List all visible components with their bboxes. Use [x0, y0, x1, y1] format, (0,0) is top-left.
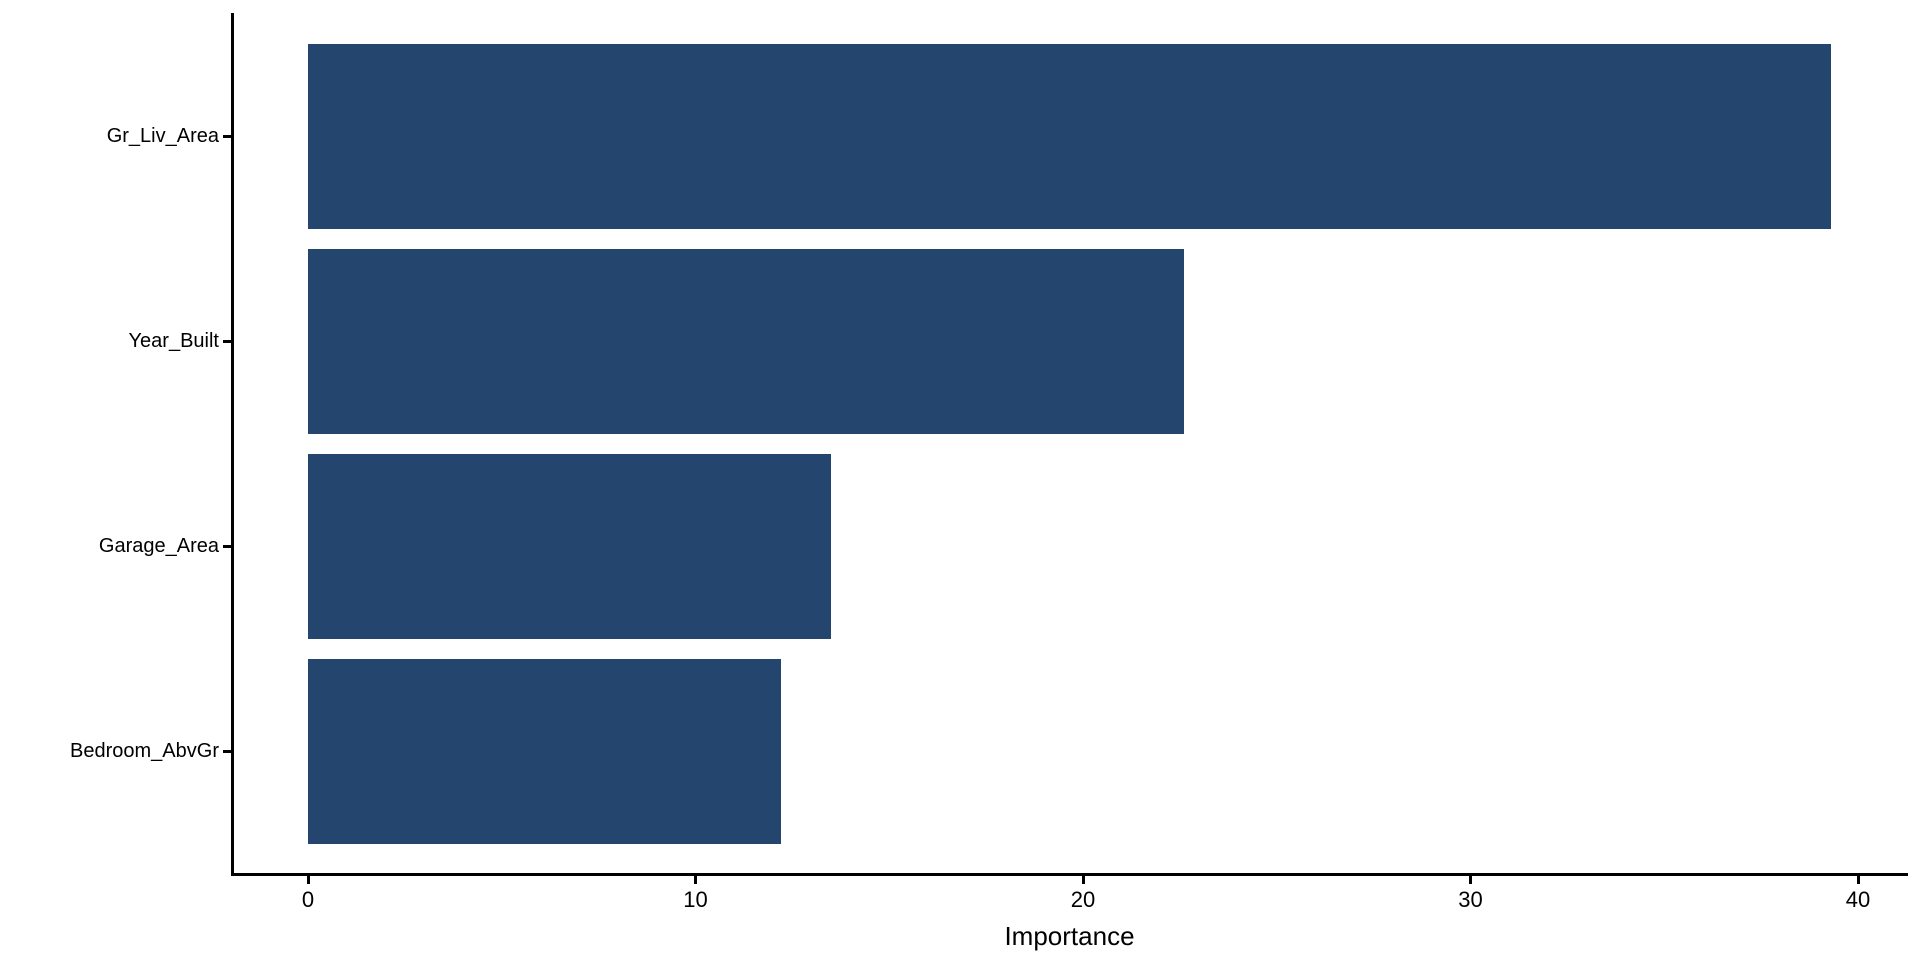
- x-tick-mark: [306, 876, 310, 884]
- x-tick-mark: [1469, 876, 1472, 884]
- y-tick-mark: [223, 750, 231, 753]
- x-tick-label: 30: [1458, 887, 1483, 912]
- x-tick-mark: [1856, 876, 1860, 884]
- y-tick-label: Gr_Liv_Area: [106, 124, 219, 147]
- y-tick-label: Bedroom_AbvGr: [70, 739, 219, 762]
- x-tick-mark: [1081, 876, 1085, 884]
- y-tick-mark: [223, 135, 231, 138]
- x-axis-line: [231, 873, 1908, 876]
- y-tick-mark: [223, 340, 231, 343]
- y-tick-mark: [223, 545, 231, 548]
- x-tick-label: 0: [301, 887, 315, 912]
- x-tick-label: 20: [1070, 887, 1096, 912]
- x-tick-label: 10: [683, 887, 708, 912]
- y-axis-line: [231, 13, 234, 876]
- bar-garage_area: [308, 454, 832, 639]
- bar-gr_liv_area: [308, 44, 1831, 229]
- x-tick-mark: [694, 876, 697, 884]
- bar-bedroom_abvgr: [308, 659, 781, 844]
- y-tick-label: Garage_Area: [98, 534, 219, 557]
- bar-year_built: [308, 249, 1184, 434]
- x-axis-title: Importance: [1004, 921, 1135, 951]
- x-tick-label: 40: [1845, 887, 1871, 912]
- y-tick-label: Year_Built: [128, 329, 219, 352]
